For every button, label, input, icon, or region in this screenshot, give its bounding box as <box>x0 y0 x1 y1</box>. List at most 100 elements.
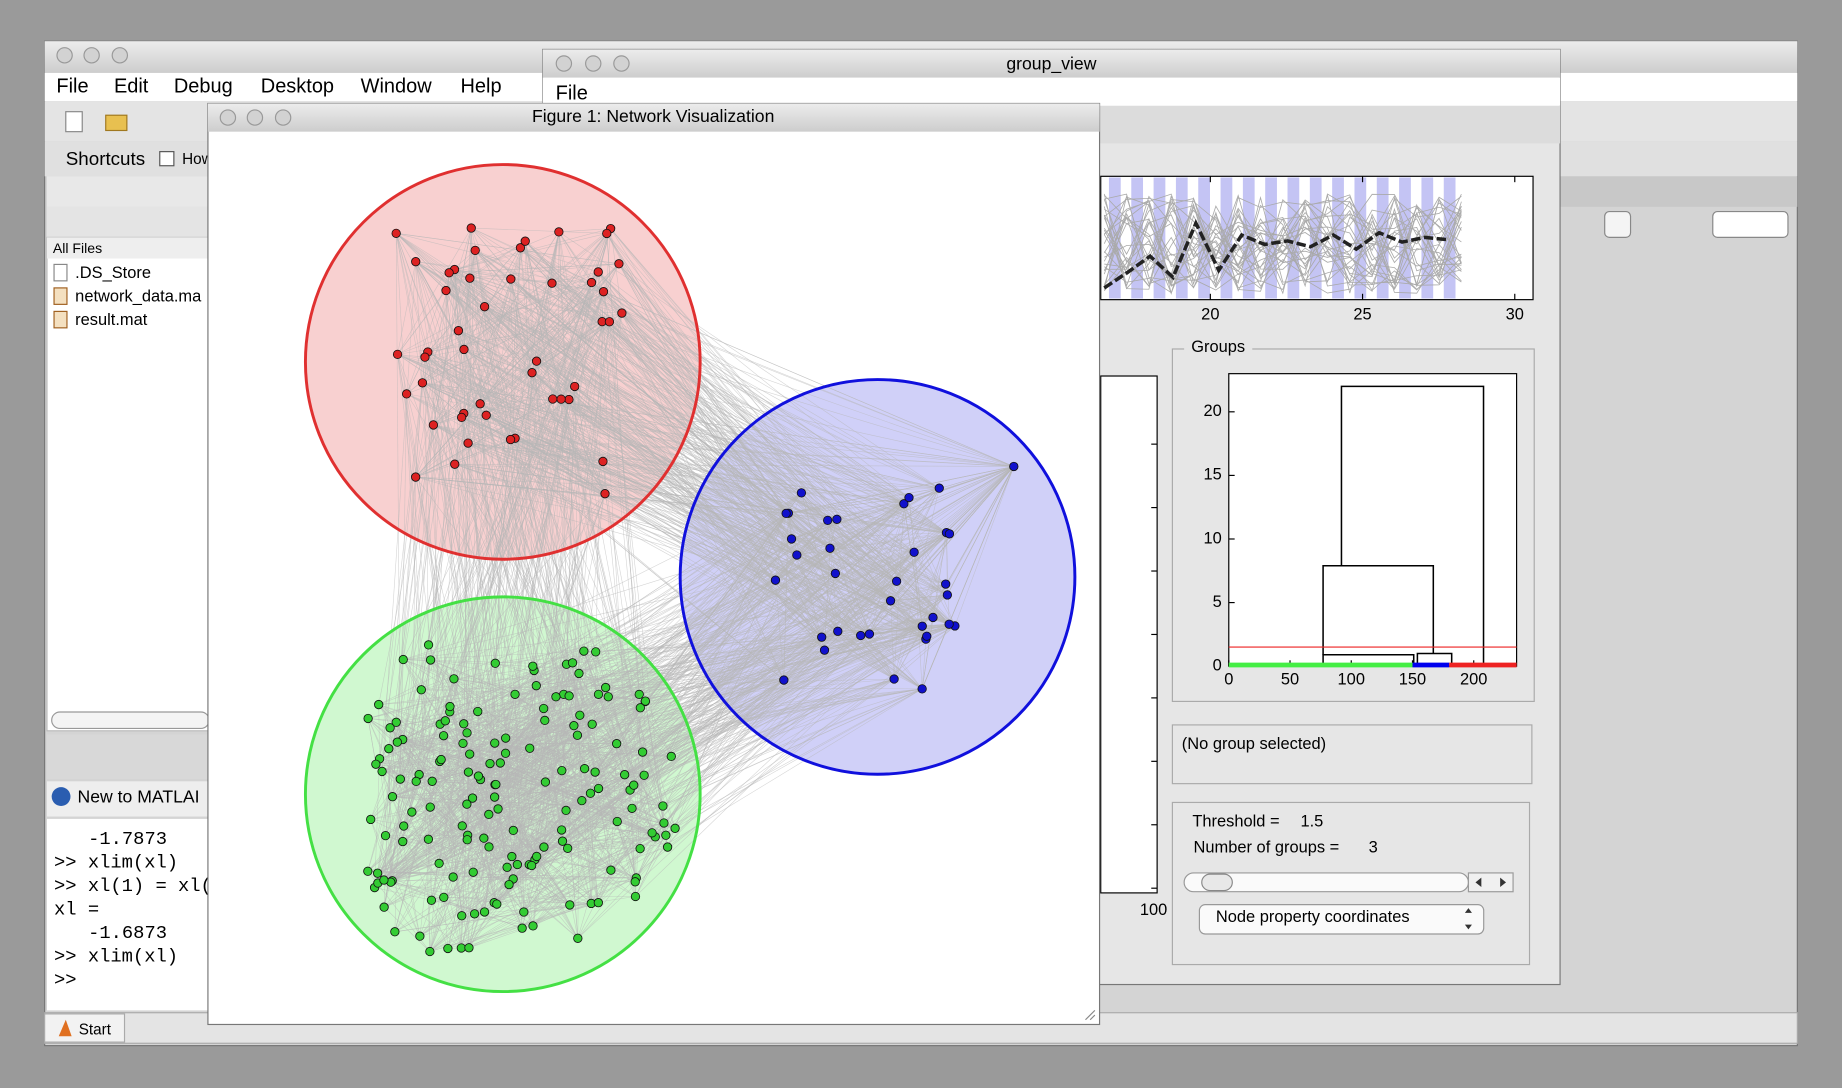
start-label[interactable]: Start <box>79 1021 112 1038</box>
node <box>614 259 624 269</box>
edge <box>536 360 948 596</box>
zoom-button[interactable] <box>274 109 292 126</box>
edge <box>574 386 643 753</box>
slider-thumb[interactable] <box>1201 873 1233 892</box>
node <box>456 943 466 953</box>
node <box>540 715 550 726</box>
edge <box>449 625 923 707</box>
node <box>792 550 802 560</box>
edge <box>445 290 455 679</box>
minimize-button[interactable] <box>246 109 264 126</box>
edge <box>454 269 465 350</box>
edge <box>603 291 1014 467</box>
node <box>517 923 527 933</box>
menu-item[interactable]: Window <box>361 75 433 97</box>
edge <box>379 357 426 759</box>
edge <box>440 492 802 760</box>
find-button[interactable] <box>1604 210 1632 238</box>
edge <box>574 386 947 533</box>
node <box>462 728 472 738</box>
start-button[interactable] <box>44 1013 126 1043</box>
network-plot <box>303 163 1077 994</box>
x-tick-label: 100 <box>1338 671 1365 689</box>
menu-item[interactable]: Debug <box>174 75 233 97</box>
edge <box>624 625 923 775</box>
shortcut-item[interactable]: How <box>182 151 214 168</box>
node <box>647 828 657 838</box>
node <box>417 378 428 388</box>
edge <box>610 228 934 618</box>
panel-title: Groups <box>1191 338 1245 356</box>
node <box>384 744 394 754</box>
node <box>570 381 580 392</box>
close-button[interactable] <box>219 109 237 126</box>
node <box>598 287 609 297</box>
command-line: >> xl(1) = xl( <box>54 875 212 897</box>
property-popup[interactable] <box>1198 904 1485 935</box>
cluster-outline <box>303 595 702 994</box>
node <box>458 738 468 748</box>
menu-item[interactable]: Edit <box>114 75 149 97</box>
edge <box>521 548 831 929</box>
node <box>593 783 604 794</box>
menu-item[interactable]: File <box>556 82 588 104</box>
node <box>363 713 373 724</box>
edge <box>484 399 570 913</box>
help-link[interactable]: New to MATLAI <box>78 786 200 806</box>
node <box>441 285 451 296</box>
edge <box>469 415 487 755</box>
edge <box>443 466 1014 736</box>
slider-arrows[interactable] <box>1467 872 1514 893</box>
menu-item[interactable]: File <box>56 75 88 97</box>
minimize-button[interactable] <box>83 47 100 64</box>
node <box>635 843 645 854</box>
edge <box>591 282 915 553</box>
layout-select[interactable] <box>1712 210 1789 238</box>
node <box>475 399 485 409</box>
cluster-outline <box>303 163 702 561</box>
node <box>366 814 376 825</box>
edge <box>461 417 838 632</box>
edge <box>829 466 1014 549</box>
edge <box>383 800 582 908</box>
edge <box>484 306 563 771</box>
open-icon[interactable] <box>105 114 128 132</box>
node <box>659 818 669 828</box>
node <box>612 739 622 749</box>
new-icon[interactable] <box>65 111 83 133</box>
edge <box>514 438 537 686</box>
zoom-button[interactable] <box>613 55 630 72</box>
close-button[interactable] <box>555 55 573 72</box>
node <box>941 579 951 589</box>
node <box>572 730 583 740</box>
threshold-label: Threshold = <box>1192 813 1279 831</box>
edge <box>532 805 664 927</box>
menu-item[interactable]: Desktop <box>261 75 334 97</box>
menu-item[interactable]: Help <box>461 75 502 97</box>
file-name[interactable]: network_data.ma <box>75 288 202 306</box>
close-button[interactable] <box>56 47 73 64</box>
file-name[interactable]: .DS_Store <box>75 264 151 282</box>
edge <box>475 250 934 618</box>
edge <box>479 403 506 739</box>
node <box>817 632 827 642</box>
node <box>617 308 627 318</box>
zoom-button[interactable] <box>111 47 129 64</box>
profile-line <box>1103 195 1462 292</box>
scrollbar[interactable] <box>51 711 210 730</box>
node <box>416 685 426 695</box>
command-line: -1.6873 <box>88 922 167 944</box>
edge <box>429 832 653 952</box>
popup-text[interactable]: Node property coordinates <box>1216 908 1410 926</box>
node <box>468 867 478 877</box>
profile-line <box>1103 199 1462 295</box>
node <box>504 879 514 890</box>
minimize-button[interactable] <box>585 55 602 72</box>
column-header[interactable]: All Files <box>53 240 102 256</box>
file-name[interactable]: result.mat <box>75 311 148 329</box>
window-frame <box>207 102 1101 1026</box>
edge <box>488 625 923 848</box>
edge <box>427 351 485 839</box>
edge <box>655 497 910 838</box>
